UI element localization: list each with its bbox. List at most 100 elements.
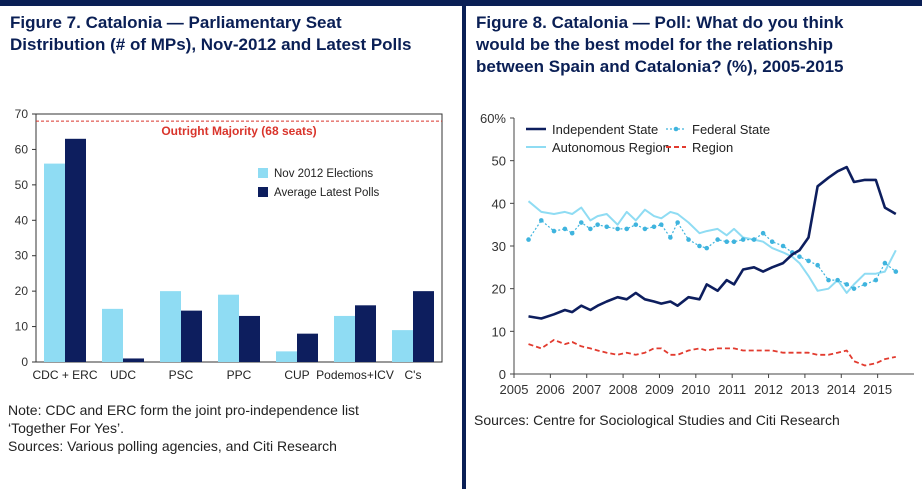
bar-nov-2012 (276, 351, 297, 362)
point-federal-state (715, 237, 720, 242)
point-federal-state (704, 245, 710, 251)
point-federal-state (826, 277, 831, 283)
figure7-title-line: Distribution (# of MPs), Nov-2012 and La… (10, 35, 412, 54)
x-tick-label: 2010 (681, 382, 710, 397)
point-federal-state (675, 220, 680, 225)
point-federal-state (569, 230, 575, 236)
x-tick-label: 2007 (572, 382, 601, 397)
point-federal-state (588, 226, 593, 232)
y-tick-label: 50 (15, 178, 29, 192)
point-federal-state (724, 239, 730, 245)
x-tick-label: 2012 (754, 382, 783, 397)
figure8-panel: Figure 8. Catalonia — Poll: What do you … (466, 6, 922, 489)
figure8-title-line: Figure 8. Catalonia — Poll: What do you … (476, 13, 844, 32)
point-federal-state (851, 286, 857, 291)
x-tick-label: 2009 (645, 382, 674, 397)
x-tick-label: 2015 (863, 382, 892, 397)
x-tick-label: CDC + ERC (32, 368, 97, 382)
point-federal-state (751, 237, 757, 242)
y-tick-label: 40 (15, 213, 29, 227)
series-line-region (528, 338, 896, 367)
point-federal-state (658, 222, 664, 227)
x-tick-label: PPC (227, 368, 252, 382)
bar-latest-polls (65, 138, 86, 362)
x-tick-label: 2013 (790, 382, 819, 397)
point-federal-state (697, 243, 702, 249)
point-federal-state (731, 239, 737, 245)
figure7-title-line: Figure 7. Catalonia — Parliamentary Seat (10, 13, 342, 32)
y-tick-label: 20 (492, 282, 506, 297)
point-federal-state (780, 243, 786, 249)
point-federal-state (538, 218, 544, 223)
point-federal-state (806, 258, 811, 264)
legend-marker-federal-state (673, 126, 679, 132)
bar-latest-polls (413, 291, 434, 362)
y-tick-label: 0 (499, 367, 506, 382)
point-federal-state (624, 226, 630, 232)
legend-label: Region (692, 140, 733, 155)
point-federal-state (526, 237, 531, 242)
majority-label: Outright Majority (68 seats) (161, 124, 316, 138)
legend-label: Independent State (552, 122, 658, 137)
y-tick-label: 30 (15, 249, 29, 263)
legend-swatch (258, 187, 268, 197)
y-tick-label: 70 (15, 107, 29, 121)
figure8-title-line: between Spain and Catalonia? (%), 2005-2… (476, 57, 844, 76)
x-tick-label: CUP (284, 368, 309, 382)
y-tick-label: 60% (480, 111, 506, 126)
point-federal-state (769, 239, 775, 245)
x-tick-label: UDC (110, 368, 136, 382)
y-tick-label: 40 (492, 196, 506, 211)
point-federal-state (835, 277, 840, 283)
bar-nov-2012 (44, 163, 65, 362)
figure8-title-line: would be the best model for the relation… (476, 35, 834, 54)
legend-label: Average Latest Polls (274, 187, 380, 199)
legend-label: Nov 2012 Elections (274, 168, 373, 180)
point-federal-state (844, 282, 850, 287)
bar-latest-polls (239, 315, 260, 362)
point-federal-state (642, 226, 648, 232)
bar-latest-polls (181, 310, 202, 362)
bar-latest-polls (355, 305, 376, 362)
bar-nov-2012 (218, 294, 239, 362)
x-tick-label: 2014 (827, 382, 856, 397)
point-federal-state (760, 230, 766, 236)
bar-latest-polls (123, 358, 144, 362)
x-tick-label: 2005 (500, 382, 529, 397)
figure7-panel: Figure 7. Catalonia — Parliamentary Seat… (0, 6, 462, 489)
point-federal-state (797, 254, 802, 259)
bar-nov-2012 (160, 291, 181, 362)
legend-label: Autonomous Region (552, 140, 670, 155)
point-federal-state (578, 220, 584, 225)
bar-nov-2012 (392, 330, 413, 362)
point-federal-state (551, 228, 557, 234)
y-tick-label: 20 (15, 284, 29, 298)
point-federal-state (562, 226, 568, 232)
point-federal-state (615, 226, 620, 232)
point-federal-state (873, 277, 879, 283)
point-federal-state (862, 282, 868, 287)
y-tick-label: 10 (492, 324, 506, 339)
y-tick-label: 0 (21, 355, 28, 369)
figure8-line-chart: 0 10 20 30 40 50 60% 2005 2006 2007 2008 2009 2010 20… (480, 111, 914, 397)
figure7-source-line: Sources: Various polling agencies, and C… (8, 438, 337, 454)
x-tick-label: Podemos+ICV (316, 368, 394, 382)
y-tick-label: 60 (15, 142, 29, 156)
x-tick-label: 2006 (536, 382, 565, 397)
y-tick-label: 10 (15, 320, 29, 334)
legend-swatch (258, 168, 268, 178)
figure7-note: Note: CDC and ERC form the joint pro-ind… (8, 401, 359, 455)
bar-latest-polls (297, 333, 318, 362)
top-border (0, 0, 922, 6)
figure7-title: Figure 7. Catalonia — Parliamentary Seat… (10, 12, 411, 56)
series-line-federal-state (528, 219, 897, 290)
x-tick-label: 2011 (718, 382, 746, 397)
x-tick-label: PSC (169, 368, 194, 382)
panel-divider (462, 6, 466, 489)
point-federal-state (668, 235, 673, 240)
y-tick-label: 50 (492, 154, 506, 169)
x-tick-label: 2008 (609, 382, 638, 397)
point-federal-state (893, 269, 899, 274)
legend-label: Federal State (692, 122, 770, 137)
point-federal-state (815, 262, 820, 268)
